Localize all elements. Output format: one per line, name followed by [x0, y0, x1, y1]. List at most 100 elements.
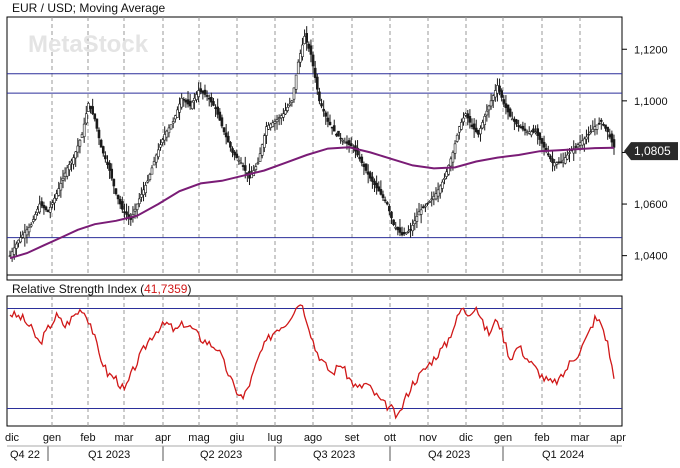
candle-body — [432, 196, 436, 200]
x-month-label: giu — [230, 432, 245, 444]
candle-body — [267, 125, 270, 130]
candle-body — [216, 106, 219, 115]
candle-body — [568, 152, 571, 154]
x-month-label: apr — [610, 432, 626, 444]
candle-body — [578, 142, 582, 146]
candle-body — [487, 105, 491, 111]
candle-body — [23, 232, 27, 239]
candle-body — [498, 85, 501, 92]
candle-body — [123, 211, 126, 213]
candle-body — [269, 123, 272, 128]
candle-body — [426, 202, 429, 205]
candle-body — [282, 113, 285, 118]
rsi-chart-title: Relative Strength Index (41,7359) — [12, 282, 191, 296]
candle-body — [379, 188, 383, 195]
candle-body — [309, 45, 313, 55]
candle-body — [243, 165, 247, 171]
candle-body — [68, 164, 71, 171]
candle-body — [110, 168, 114, 179]
candle-body — [553, 162, 556, 167]
candle-body — [112, 178, 116, 187]
candle-body — [587, 133, 590, 136]
candle-body — [241, 165, 245, 167]
candle-body — [72, 157, 75, 165]
candle-body — [513, 118, 516, 122]
candle-body — [536, 128, 540, 136]
candle-body — [226, 135, 230, 143]
candle-body — [74, 151, 77, 159]
candle-body — [500, 90, 503, 98]
candle-body — [42, 205, 46, 209]
candle-body — [142, 189, 145, 196]
candle-body — [89, 105, 92, 109]
candle-body — [583, 138, 586, 145]
watermark: MetaStock — [28, 31, 149, 58]
candle-body — [8, 255, 12, 257]
candle-body — [125, 211, 128, 215]
candle-body — [424, 205, 427, 208]
candle-body — [148, 174, 152, 180]
candle-body — [273, 121, 277, 124]
candle-body — [383, 199, 387, 202]
candle-body — [489, 100, 493, 107]
candle-body — [390, 211, 393, 219]
candle-body — [485, 110, 489, 116]
candle-body — [150, 167, 154, 175]
x-month-label: nov — [419, 432, 437, 444]
candle-body — [540, 138, 544, 144]
x-month-label: mar — [115, 432, 134, 444]
x-month-label: gen — [43, 432, 61, 444]
candle-body — [561, 159, 565, 163]
candle-body — [76, 145, 80, 153]
candle-body — [409, 228, 412, 231]
candle-body — [523, 128, 527, 131]
candle-body — [93, 113, 97, 120]
candle-body — [140, 194, 143, 198]
candle-body — [449, 158, 453, 167]
candle-body — [472, 123, 476, 130]
candle-body — [174, 115, 177, 120]
x-month-label: ott — [384, 432, 396, 444]
candle-body — [593, 126, 597, 130]
candle-body — [345, 141, 349, 144]
candle-body — [15, 243, 18, 249]
candle-body — [178, 103, 181, 113]
x-quarter-label: Q4 2023 — [428, 449, 470, 461]
candle-body — [417, 211, 421, 216]
candle-body — [195, 94, 198, 101]
candle-body — [63, 172, 67, 177]
candle-body — [347, 140, 351, 146]
candle-body — [292, 87, 296, 100]
candle-body — [547, 153, 550, 156]
candle-body — [279, 115, 283, 119]
candle-body — [32, 219, 35, 222]
candle-body — [101, 146, 105, 154]
candle-body — [171, 121, 175, 124]
candle-body — [445, 171, 448, 177]
candle-body — [532, 128, 535, 133]
candle-body — [290, 100, 294, 103]
current-value-badge — [624, 142, 678, 161]
candle-body — [27, 226, 31, 233]
candle-body — [610, 133, 614, 143]
candle-body — [366, 171, 370, 175]
candle-body — [559, 161, 563, 164]
candle-body — [542, 141, 546, 148]
x-month-label: feb — [534, 432, 549, 444]
candle-body — [318, 91, 321, 102]
x-month-label: dic — [5, 432, 20, 444]
x-month-label: set — [345, 432, 360, 444]
candle-body — [95, 118, 99, 129]
candle-body — [606, 126, 609, 133]
candle-body — [563, 157, 567, 164]
candle-body — [307, 43, 311, 49]
candle-body — [277, 117, 281, 119]
candle-body — [337, 130, 340, 137]
candle-body — [453, 143, 457, 154]
candle-body — [97, 129, 101, 139]
candle-body — [388, 205, 391, 212]
candle-body — [508, 108, 512, 117]
x-month-label: lug — [268, 432, 283, 444]
candle-body — [521, 125, 525, 130]
candle-body — [335, 133, 338, 136]
